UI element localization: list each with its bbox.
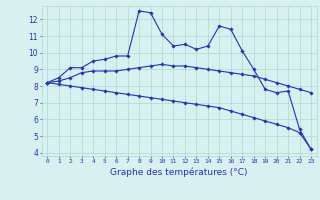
X-axis label: Graphe des températures (°C): Graphe des températures (°C) <box>110 167 248 177</box>
